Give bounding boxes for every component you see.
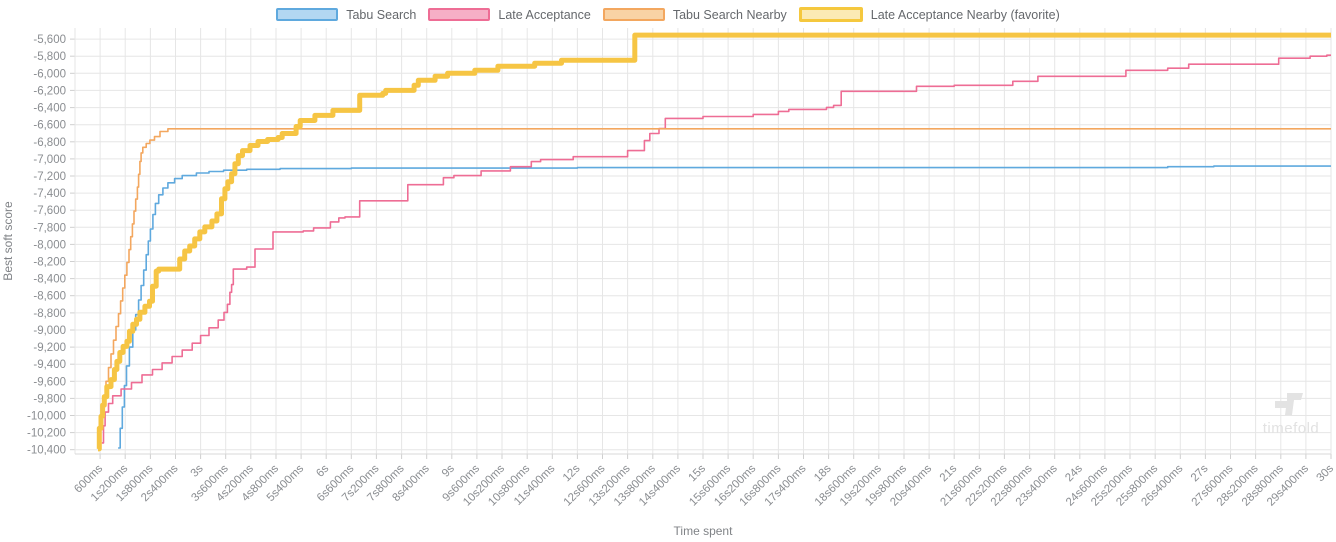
y-tick-label: -8,800 [33, 308, 66, 320]
y-tick-label: -6,400 [33, 103, 66, 115]
y-tick-label: -5,800 [33, 51, 66, 63]
series-tabu-search[interactable] [118, 165, 1331, 449]
y-tick-label: -7,600 [33, 205, 66, 217]
legend-item-late-acceptance[interactable]: Late Acceptance [428, 7, 591, 22]
y-tick-label: -7,200 [33, 171, 66, 183]
legend-label: Late Acceptance Nearby (favorite) [870, 7, 1060, 22]
legend-item-tabu-search[interactable]: Tabu Search [276, 8, 416, 22]
x-tick-label: 9s [440, 462, 457, 479]
y-tick-label: -6,200 [33, 85, 66, 97]
y-tick-label: -6,800 [33, 137, 66, 149]
y-tick-label: -10,400 [27, 445, 66, 457]
legend-swatch [276, 8, 339, 21]
y-tick-label: -10,200 [27, 428, 66, 440]
watermark: timefold [1258, 384, 1324, 437]
legend-swatch [798, 7, 863, 22]
y-tick-label: -10,000 [27, 411, 66, 423]
y-tick-label: -8,400 [33, 274, 66, 286]
tick-label-layer: -5,600 -5,800 -6,000 -6,200 -6,400 -6,600 -6,8… [27, 34, 1336, 509]
y-tick-label: -9,800 [33, 393, 66, 405]
y-tick-label: -9,600 [33, 376, 66, 388]
legend-swatch [602, 8, 665, 21]
series-tabu-search-nearby[interactable] [99, 128, 1331, 447]
y-tick-label: -8,000 [33, 239, 66, 251]
y-tick-label: -9,000 [33, 325, 66, 337]
x-axis-title: Time spent [674, 524, 734, 538]
legend-item-tabu-search-nearby[interactable]: Tabu Search Nearby [602, 7, 787, 22]
y-tick-label: -5,600 [33, 34, 66, 46]
x-tick-label: 6s [314, 462, 331, 479]
legend-label: Tabu Search [346, 7, 417, 22]
y-tick-label: -6,600 [33, 120, 66, 132]
y-axis-title: Best soft score [1, 201, 15, 281]
y-tick-label: -7,800 [33, 222, 66, 234]
y-tick-label: -9,200 [33, 342, 66, 354]
chart-legend: Tabu Search Late Acceptance Tabu Search Ne… [0, 7, 1336, 22]
watermark-text: timefold [1262, 420, 1320, 437]
series-late-acceptance-nearby-favorite[interactable] [96, 32, 1331, 452]
y-tick-label: -8,200 [33, 257, 66, 269]
y-tick-label: -7,000 [33, 154, 66, 166]
y-tick-label: -9,400 [33, 359, 66, 371]
y-tick-label: -6,000 [33, 68, 66, 80]
legend-label: Late Acceptance [498, 7, 591, 22]
y-tick-label: -7,400 [33, 188, 66, 200]
legend-item-late-acceptance-nearby-favorite[interactable]: Late Acceptance Nearby (favorite) [798, 7, 1060, 22]
timefold-logo-icon [1275, 393, 1303, 415]
x-tick-label: 30s [1315, 462, 1336, 484]
series-late-acceptance[interactable] [101, 54, 1331, 444]
grid-layer [70, 28, 1332, 459]
legend-label: Tabu Search Nearby [672, 7, 787, 22]
y-tick-label: -8,600 [33, 291, 66, 303]
x-tick-label: 3s [189, 462, 206, 479]
series-layer [96, 32, 1331, 452]
legend-swatch [428, 8, 491, 21]
